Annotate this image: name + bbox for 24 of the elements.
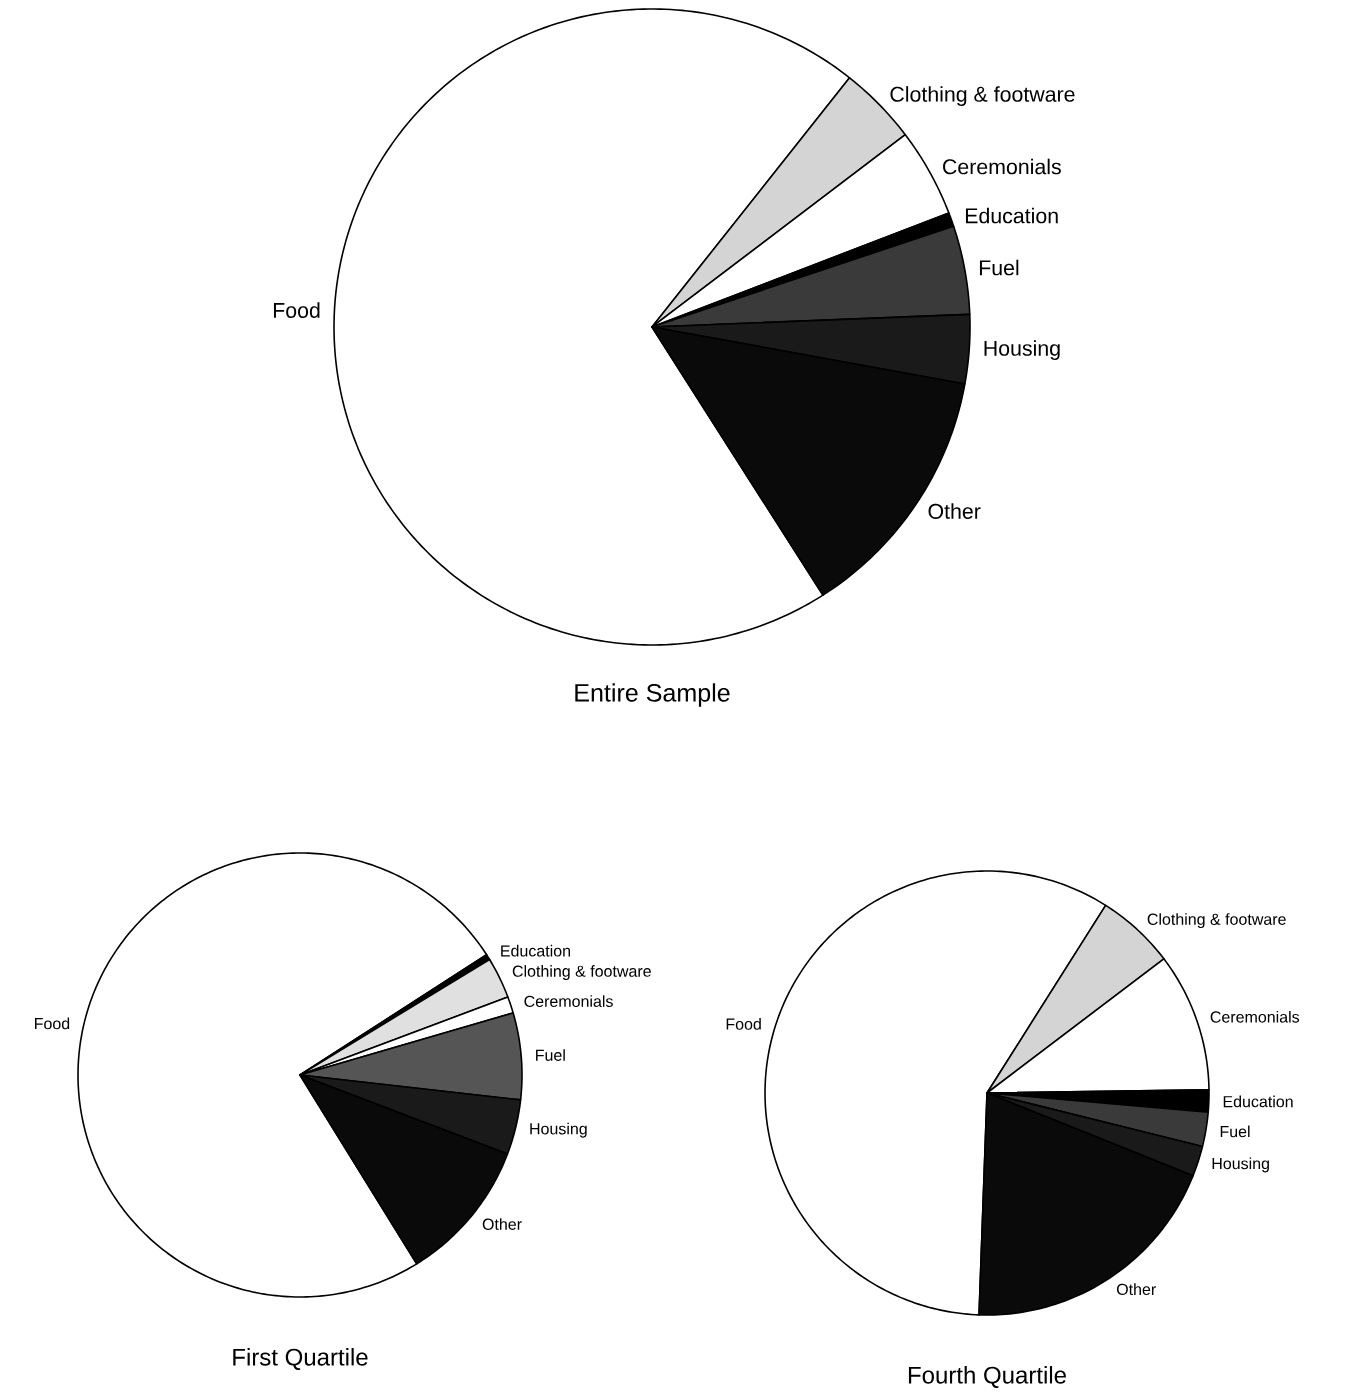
slice-label: Housing bbox=[530, 1122, 587, 1138]
text: First Quartile bbox=[233, 1348, 368, 1370]
slice-label: Ceremonials bbox=[943, 158, 1061, 175]
slice-label: Food bbox=[273, 302, 320, 318]
slice-label: Education bbox=[1223, 1095, 1293, 1108]
slice-label: Fuel bbox=[979, 259, 1019, 276]
slice-label: Fuel bbox=[536, 1049, 565, 1061]
slice-label: Clothing & footware bbox=[512, 965, 651, 981]
slice-label: Food bbox=[35, 1017, 70, 1030]
slice-label: Housing bbox=[1212, 1157, 1269, 1173]
slice-label: Ceremonials bbox=[524, 995, 613, 1007]
slice-label: Other bbox=[1116, 1283, 1156, 1296]
slice-label: Other bbox=[928, 503, 981, 519]
slice-label: Clothing & footware bbox=[890, 86, 1075, 107]
slice-label: Education bbox=[501, 944, 570, 957]
slice-label: Ceremonials bbox=[1210, 1010, 1300, 1023]
slice-label: Fuel bbox=[1220, 1125, 1250, 1138]
slice-label: Education bbox=[965, 207, 1058, 224]
slice-label: Clothing & footware bbox=[1147, 913, 1286, 929]
slice-label: Food bbox=[726, 1018, 761, 1030]
text: Fourth Quartile bbox=[908, 1366, 1066, 1388]
slice-label: Other bbox=[482, 1218, 522, 1230]
slice-label: Housing bbox=[984, 340, 1060, 361]
text: Entire Sample bbox=[575, 683, 730, 707]
